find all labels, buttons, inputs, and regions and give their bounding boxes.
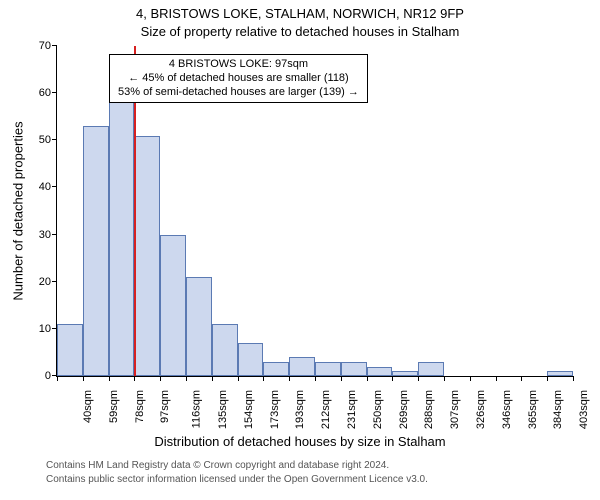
chart-title-2: Size of property relative to detached ho… [0,24,600,39]
y-tick-label: 40 [39,181,57,193]
x-tick-mark [289,376,290,381]
x-tick-label: 173sqm [269,390,281,429]
annotation-line: 53% of semi-detached houses are larger (… [118,86,359,100]
x-tick-label: 97sqm [159,390,171,423]
y-tick-label: 20 [39,276,57,288]
histogram-bar [418,362,444,376]
x-tick-mark [444,376,445,381]
histogram-bar [134,136,160,376]
y-tick-label: 60 [39,87,57,99]
y-tick-label: 30 [39,229,57,241]
x-tick-label: 403sqm [578,390,590,429]
x-tick-mark [263,376,264,381]
histogram-bar [212,324,238,376]
x-tick-mark [186,376,187,381]
x-tick-mark [109,376,110,381]
x-tick-label: 307sqm [449,390,461,429]
annotation-line: 4 BRISTOWS LOKE: 97sqm [118,58,359,72]
x-tick-mark [134,376,135,381]
x-tick-mark [83,376,84,381]
x-tick-label: 231sqm [346,390,358,429]
x-tick-mark [57,376,58,381]
annotation-box: 4 BRISTOWS LOKE: 97sqm← 45% of detached … [109,54,368,103]
histogram-bar [367,367,393,376]
x-tick-mark [418,376,419,381]
x-tick-mark [573,376,574,381]
y-tick-label: 50 [39,134,57,146]
x-tick-label: 135sqm [217,390,229,429]
x-tick-label: 250sqm [372,390,384,429]
x-tick-mark [315,376,316,381]
histogram-bar [160,235,186,376]
y-tick-label: 10 [39,323,57,335]
x-tick-label: 326sqm [475,390,487,429]
x-tick-label: 384sqm [553,390,565,429]
y-tick-label: 70 [39,40,57,52]
x-tick-label: 212sqm [320,390,332,429]
x-tick-mark [392,376,393,381]
x-tick-label: 116sqm [191,390,203,428]
x-tick-mark [547,376,548,381]
histogram-bar [83,126,109,376]
histogram-bar [547,371,573,376]
x-tick-label: 40sqm [82,390,94,423]
histogram-bar [392,371,418,376]
x-tick-mark [212,376,213,381]
x-tick-label: 365sqm [527,390,539,429]
x-tick-mark [238,376,239,381]
histogram-bar [315,362,341,376]
x-tick-mark [521,376,522,381]
x-tick-label: 154sqm [243,390,255,429]
x-tick-mark [496,376,497,381]
x-tick-mark [160,376,161,381]
histogram-bar [238,343,264,376]
histogram-bar [341,362,367,376]
x-tick-label: 269sqm [398,390,410,429]
x-tick-mark [367,376,368,381]
histogram-bar [109,98,135,376]
x-tick-label: 288sqm [424,390,436,429]
x-axis-label: Distribution of detached houses by size … [0,434,600,449]
histogram-bar [289,357,315,376]
x-tick-mark [341,376,342,381]
chart-title-1: 4, BRISTOWS LOKE, STALHAM, NORWICH, NR12… [0,6,600,21]
y-axis-label: Number of detached properties [11,121,26,300]
footer-line-2: Contains public sector information licen… [46,474,428,485]
y-tick-label: 0 [45,370,57,382]
histogram-bar [186,277,212,376]
footer-line-1: Contains HM Land Registry data © Crown c… [46,460,389,471]
x-tick-mark [470,376,471,381]
x-tick-label: 346sqm [501,390,513,429]
histogram-bar [57,324,83,376]
x-tick-label: 193sqm [295,390,307,429]
plot-area: 01020304050607040sqm59sqm78sqm97sqm116sq… [56,46,573,377]
histogram-bar [263,362,289,376]
annotation-line: ← 45% of detached houses are smaller (11… [118,72,359,86]
chart-container: 4, BRISTOWS LOKE, STALHAM, NORWICH, NR12… [0,0,600,500]
x-tick-label: 78sqm [134,390,146,423]
x-tick-label: 59sqm [108,390,120,423]
